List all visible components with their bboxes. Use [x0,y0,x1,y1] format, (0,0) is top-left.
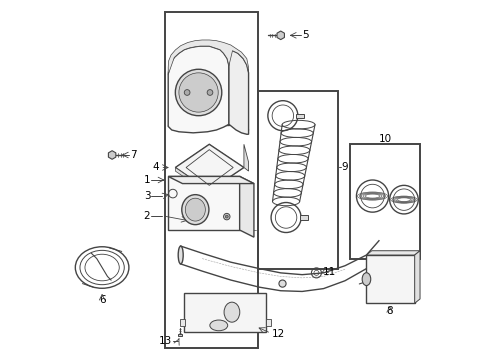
Text: 13: 13 [159,337,172,346]
Ellipse shape [224,302,240,322]
Bar [178,334,182,337]
Text: 8: 8 [386,306,393,316]
Ellipse shape [185,198,205,221]
Ellipse shape [362,273,371,285]
Text: 9: 9 [342,162,348,172]
Circle shape [223,213,230,220]
Polygon shape [168,40,248,75]
Text: 6: 6 [99,295,105,305]
Circle shape [225,215,228,218]
Text: 10: 10 [378,134,392,144]
Ellipse shape [210,320,228,331]
Bar [350,144,420,258]
Bar [296,113,304,118]
Bar [266,319,270,326]
Polygon shape [244,144,248,171]
Ellipse shape [178,246,183,264]
Bar [300,215,308,220]
Text: 11: 11 [323,267,336,277]
Text: 7: 7 [130,150,137,160]
Text: 5: 5 [302,30,309,40]
Bar [180,319,185,326]
Bar [258,91,338,269]
Polygon shape [240,176,254,237]
Bar [168,176,240,230]
Polygon shape [277,31,284,40]
Polygon shape [175,144,244,191]
Polygon shape [168,176,254,184]
Polygon shape [415,251,420,303]
Bar [165,12,258,348]
Ellipse shape [182,195,209,225]
Bar [367,255,415,303]
Text: 12: 12 [272,329,285,339]
Ellipse shape [179,73,218,112]
Text: 3: 3 [144,191,150,201]
Polygon shape [367,251,420,255]
Circle shape [207,90,213,95]
Circle shape [184,90,190,95]
Polygon shape [168,46,229,133]
Text: 2: 2 [144,211,150,221]
Polygon shape [175,167,209,194]
Text: 4: 4 [153,162,159,172]
Polygon shape [108,151,116,159]
Text: 1: 1 [144,175,150,185]
Bar [184,293,267,332]
Circle shape [279,280,286,287]
Polygon shape [229,50,248,134]
Ellipse shape [175,69,222,116]
